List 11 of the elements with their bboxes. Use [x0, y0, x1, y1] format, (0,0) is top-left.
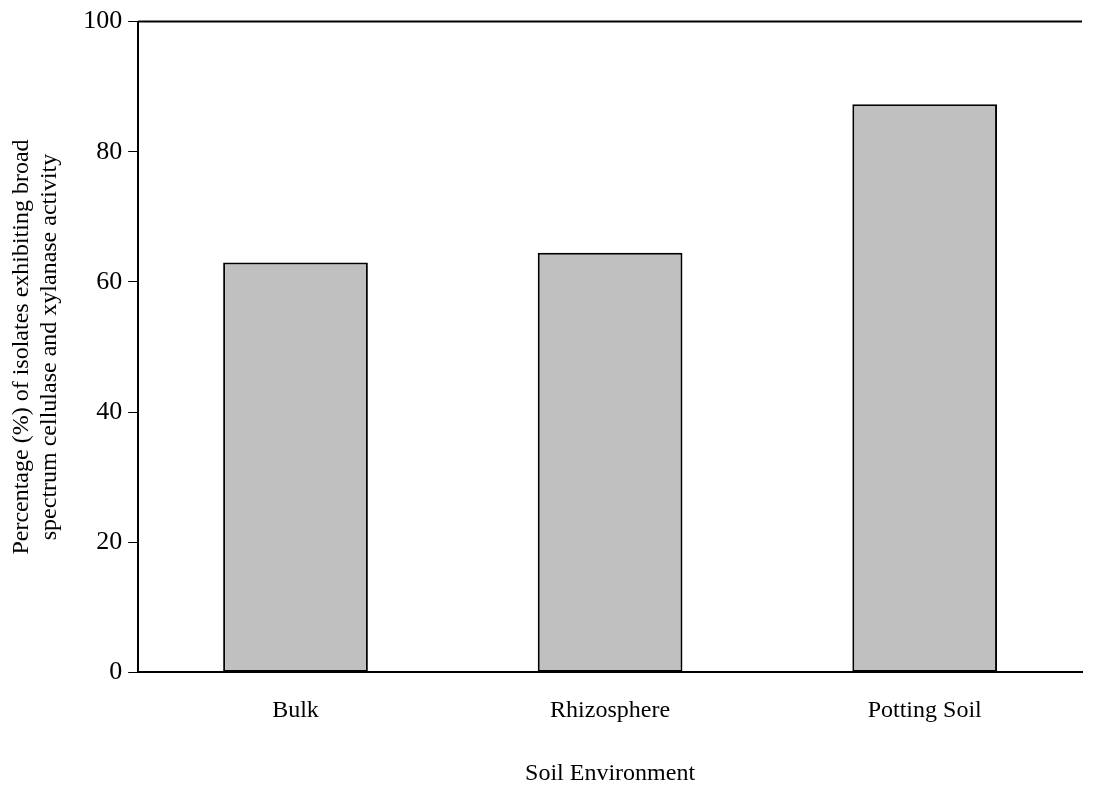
- x-tick-label: Bulk: [272, 696, 319, 723]
- y-tick-label: 80: [96, 135, 123, 165]
- y-tick-label: 100: [83, 5, 123, 35]
- x-tick-label: Potting Soil: [867, 696, 983, 723]
- y-axis-title: Percentage (%) of isolates exhibiting broad spectrum cellulase and xylanase activity: [7, 139, 61, 555]
- y-tick-label: 0: [109, 656, 123, 686]
- x-tick-label: Rhizosphere: [550, 696, 671, 723]
- y-tick-label: 40: [96, 395, 123, 425]
- y-tick-label: 60: [96, 265, 123, 295]
- y-tick-label: 20: [96, 526, 123, 556]
- x-axis-title: Soil Environment: [525, 758, 696, 785]
